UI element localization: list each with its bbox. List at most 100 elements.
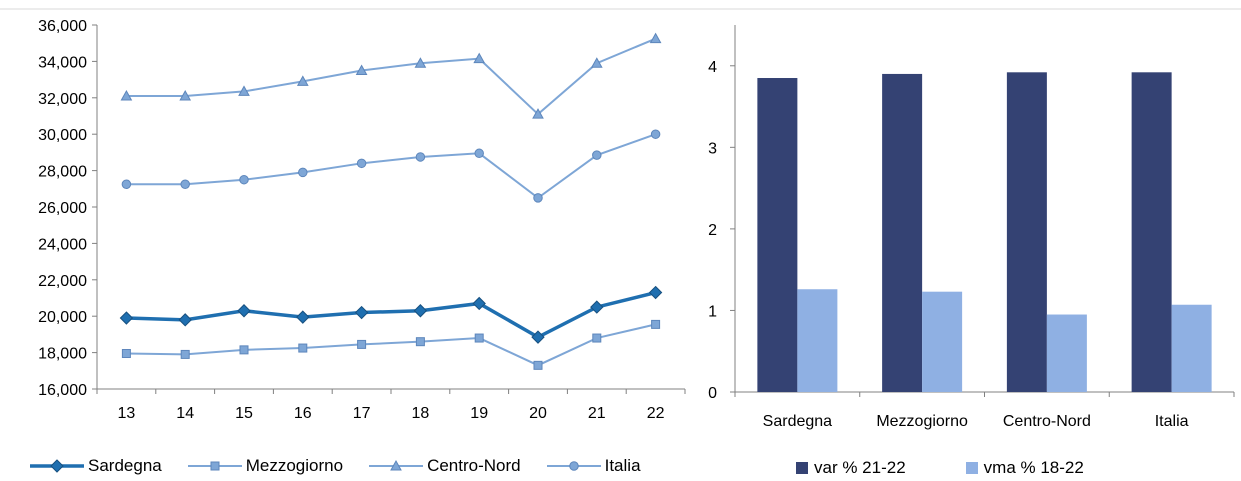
legend-swatch-marker bbox=[568, 461, 579, 471]
y-tick-label: 3 bbox=[708, 140, 717, 157]
data-point-italia bbox=[239, 174, 249, 185]
y-tick-label: 4 bbox=[708, 59, 717, 76]
data-point-sardegna bbox=[648, 285, 663, 300]
data-point-italia bbox=[121, 179, 132, 189]
series-line-centro-nord bbox=[126, 37, 656, 116]
data-point-sardegna bbox=[413, 304, 428, 318]
legend-swatch bbox=[369, 459, 424, 471]
bar-vma-18-22 bbox=[922, 291, 963, 392]
legend-item-centro-nord: Centro-Nord bbox=[369, 456, 521, 476]
x-tick-label: 19 bbox=[470, 405, 488, 422]
data-point-centro-nord bbox=[473, 52, 486, 64]
line-chart-legend: Sardegna Mezzogiorno Centro-Nord Italia bbox=[30, 456, 667, 476]
data-point-sardegna bbox=[590, 300, 604, 314]
legend-item-series-1: vma % 18-22 bbox=[965, 458, 1084, 478]
data-point-mezzogiorno bbox=[239, 345, 249, 355]
data-point-italia bbox=[650, 129, 661, 139]
x-tick-label: 21 bbox=[588, 405, 606, 422]
data-point-sardegna bbox=[531, 330, 545, 344]
data-point-sardegna bbox=[354, 305, 369, 320]
legend-label: vma % 18-22 bbox=[983, 458, 1084, 477]
y-tick-label: 1 bbox=[708, 303, 717, 320]
data-point-mezzogiorno bbox=[651, 319, 661, 329]
data-point-mezzogiorno bbox=[533, 360, 543, 370]
data-point-mezzogiorno bbox=[180, 349, 190, 359]
data-point-mezzogiorno bbox=[121, 349, 131, 359]
data-point-sardegna bbox=[178, 313, 192, 327]
x-tick-label: 22 bbox=[647, 405, 665, 422]
legend-swatch-marker bbox=[210, 461, 220, 471]
data-point-italia bbox=[356, 158, 367, 169]
x-tick-label: 13 bbox=[118, 405, 136, 422]
x-tick-label: 15 bbox=[235, 405, 253, 422]
x-category-label: Mezzogiorno bbox=[876, 413, 968, 430]
y-tick-label: 22,000 bbox=[38, 273, 87, 290]
data-point-centro-nord bbox=[120, 89, 133, 101]
data-point-centro-nord bbox=[238, 85, 250, 96]
y-tick-label: 28,000 bbox=[38, 164, 87, 181]
data-point-italia bbox=[474, 148, 484, 159]
y-tick-label: 2 bbox=[708, 222, 717, 239]
bar-var-21-22 bbox=[1006, 72, 1047, 393]
legend-label: Sardegna bbox=[88, 456, 162, 475]
data-point-italia bbox=[180, 179, 190, 189]
y-tick-label: 24,000 bbox=[38, 236, 87, 253]
data-point-centro-nord bbox=[590, 57, 603, 68]
legend-swatch bbox=[546, 461, 601, 471]
data-point-centro-nord bbox=[649, 32, 662, 44]
x-category-label: Sardegna bbox=[763, 413, 832, 430]
data-point-centro-nord bbox=[179, 89, 192, 101]
legend-item-italia: Italia bbox=[546, 456, 641, 476]
series-italia-group bbox=[121, 129, 661, 203]
legend-item-mezzogiorno: Mezzogiorno bbox=[187, 456, 344, 476]
legend-swatch-marker bbox=[50, 459, 64, 473]
y-tick-label: 0 bbox=[708, 385, 717, 402]
data-point-italia bbox=[533, 193, 543, 203]
series-sardegna-group bbox=[119, 285, 663, 344]
data-point-italia bbox=[415, 152, 426, 162]
data-point-sardegna bbox=[296, 310, 310, 324]
data-point-sardegna bbox=[237, 304, 251, 318]
x-tick-label: 20 bbox=[529, 405, 547, 422]
series-line-mezzogiorno bbox=[126, 323, 656, 367]
data-point-centro-nord bbox=[532, 108, 544, 119]
y-tick-label: 36,000 bbox=[38, 18, 87, 35]
data-point-centro-nord bbox=[296, 75, 309, 86]
bar-vma-18-22 bbox=[797, 289, 838, 392]
y-tick-label: 16,000 bbox=[38, 382, 87, 399]
legend-item-sardegna: Sardegna bbox=[30, 456, 162, 476]
bar-chart: 0 1 2 3 4 Sardegna Mezzogiorno Centro-Nord Itali… bbox=[690, 8, 1241, 430]
data-point-sardegna bbox=[472, 296, 486, 311]
bar-vma-18-22 bbox=[1171, 304, 1212, 392]
bar-var-21-22 bbox=[1131, 72, 1172, 393]
legend-item-series-0: var % 21-22 bbox=[796, 458, 906, 478]
x-tick-label: 14 bbox=[176, 405, 194, 422]
x-tick-label: 17 bbox=[353, 405, 371, 422]
legend-swatch bbox=[965, 462, 978, 474]
y-tick-label: 32,000 bbox=[38, 91, 87, 108]
legend-label: Mezzogiorno bbox=[245, 456, 344, 475]
x-category-label: Centro-Nord bbox=[1003, 413, 1091, 430]
y-tick-label: 34,000 bbox=[38, 54, 87, 71]
legend-label: var % 21-22 bbox=[814, 458, 906, 477]
legend-swatch bbox=[796, 462, 808, 474]
data-point-mezzogiorno bbox=[357, 339, 367, 349]
y-tick-label: 26,000 bbox=[38, 200, 87, 217]
data-point-italia bbox=[298, 167, 308, 178]
data-point-centro-nord bbox=[414, 57, 427, 68]
data-point-sardegna bbox=[119, 311, 134, 325]
legend-swatch bbox=[187, 461, 242, 471]
data-point-mezzogiorno bbox=[592, 333, 602, 343]
y-tick-label: 30,000 bbox=[38, 127, 87, 144]
bar-chart-legend: var % 21-22 vma % 18-22 bbox=[796, 458, 1144, 478]
y-tick-label: 18,000 bbox=[38, 346, 87, 363]
x-tick-label: 18 bbox=[412, 405, 430, 422]
data-point-centro-nord bbox=[355, 64, 368, 75]
bar-var-21-22 bbox=[882, 73, 923, 392]
series-line-sardegna bbox=[126, 290, 657, 340]
series-mezzogiorno-group bbox=[121, 319, 661, 370]
series-line-italia bbox=[126, 133, 656, 200]
data-point-mezzogiorno bbox=[474, 333, 484, 343]
legend-label: Italia bbox=[604, 456, 641, 475]
x-category-label: Italia bbox=[1155, 413, 1189, 430]
